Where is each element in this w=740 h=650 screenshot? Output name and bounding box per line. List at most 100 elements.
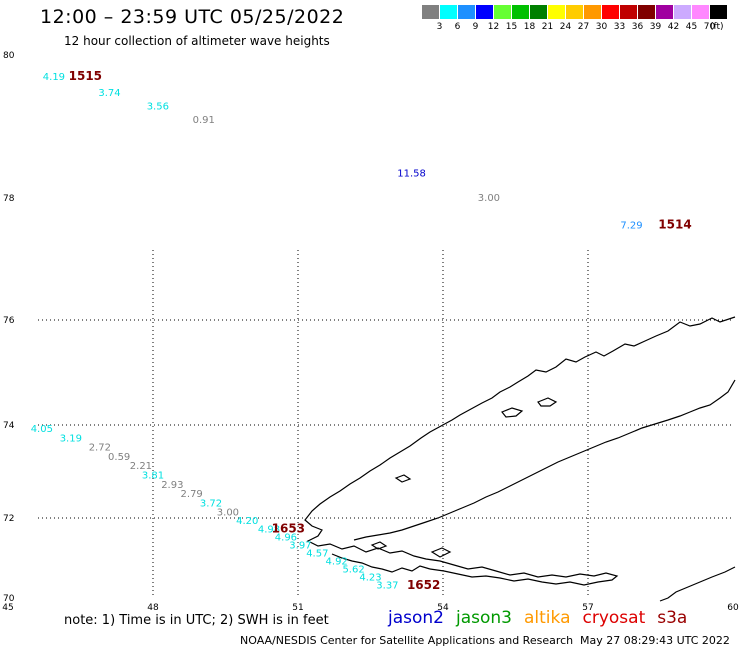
island-3 (394, 474, 412, 483)
wave-height-value: 2.93 (161, 480, 183, 491)
island-2 (537, 397, 558, 407)
scale-label: 36 (631, 22, 644, 32)
longitude-tick-label: 45 (2, 603, 13, 613)
wave-height-value: 4.92 (326, 556, 348, 567)
scale-swatch (494, 5, 511, 19)
longitude-tick-label: 57 (582, 603, 593, 613)
scale-swatch (458, 5, 475, 19)
credit-line: NOAA/NESDIS Center for Satellite Applica… (240, 634, 574, 647)
mission-label-cryosat: cryosat (582, 608, 646, 628)
pass-time-label: 1652 (407, 578, 440, 592)
latitude-tick-label: 70 (3, 594, 15, 604)
pass-time-label: 1514 (658, 218, 691, 232)
scale-label: 3 (436, 22, 443, 32)
wave-height-value: 0.59 (108, 452, 130, 463)
scale-swatch (674, 5, 691, 19)
wave-height-value: 2.79 (181, 489, 203, 500)
wave-height-value: 3.81 (142, 470, 164, 481)
lat-lon-grid: 45 48 51 54 57 60 70 72 74 76 78 80 (2, 51, 739, 613)
scale-label: 39 (649, 22, 662, 32)
wave-height-value: 11.58 (397, 169, 426, 180)
wave-height-value: 4.57 (306, 548, 328, 559)
scale-swatch (638, 5, 655, 19)
scale-swatch (422, 5, 439, 19)
latitude-tick-label: 80 (3, 51, 15, 61)
longitude-tick-label: 60 (727, 603, 739, 613)
latitude-tick-label: 72 (3, 514, 14, 524)
novaya-zemlya-south-coast (331, 553, 431, 573)
wave-height-value: 5.62 (342, 564, 364, 575)
island-5 (370, 541, 388, 550)
scale-swatch (440, 5, 457, 19)
kara-sea-coast (659, 566, 736, 602)
scale-label: 6 (454, 22, 461, 32)
pass-time-label: 1653 (272, 521, 305, 535)
scale-label: 12 (487, 22, 500, 32)
wave-height-value: 4.96 (275, 532, 297, 543)
scale-label: 18 (523, 22, 536, 32)
wave-height-value: 3.72 (200, 498, 222, 509)
novaya-zemlya-north-coast (304, 316, 736, 586)
scale-label: 42 (667, 22, 680, 32)
scale-label: 45 (685, 22, 698, 32)
longitude-tick-label: 48 (147, 603, 159, 613)
wave-height-value: 3.74 (98, 88, 120, 99)
longitude-tick-label: 51 (292, 603, 303, 613)
wave-height-value: 3.19 (60, 433, 82, 444)
pass-time-label: 1515 (69, 69, 102, 83)
wave-height-value: 3.37 (376, 580, 398, 591)
island-1 (501, 407, 524, 418)
scale-label: 9 (472, 22, 479, 32)
scale-label: 21 (541, 22, 554, 32)
generated-timestamp: May 27 08:29:43 UTC 2022 (580, 634, 730, 647)
wave-height-value: 4.05 (31, 424, 53, 435)
scale-label: 15 (505, 22, 518, 32)
mission-label-jason3: jason3 (456, 608, 512, 628)
scale-swatch (692, 5, 709, 19)
scale-swatch (530, 5, 547, 19)
scale-swatch (512, 5, 529, 19)
scale-unit: (ft) (710, 22, 724, 32)
wave-height-value: 4.20 (236, 516, 258, 527)
wave-height-value: 2.21 (130, 461, 152, 472)
wave-height-value: 0.91 (193, 115, 215, 126)
latitude-tick-label: 74 (3, 421, 15, 431)
scale-label: 70 (703, 22, 716, 32)
longitude-tick-label: 54 (437, 603, 449, 613)
scale-swatch (548, 5, 565, 19)
scale-swatch (476, 5, 493, 19)
latitude-tick-label: 78 (3, 194, 15, 204)
wave-height-value: 4.98 (258, 524, 280, 535)
wave-height-value: 3.97 (289, 540, 311, 551)
scale-swatch (584, 5, 601, 19)
scale-label: 30 (595, 22, 608, 32)
altimeter-observations: 4.19 3.74 3.56 0.91 11.58 3.00 7.29 4.05 3.19 2.7… (31, 69, 692, 592)
scale-swatch (620, 5, 637, 19)
wave-height-value: 3.56 (147, 101, 169, 112)
units-note: note: 1) Time is in UTC; 2) SWH is in fe… (64, 613, 329, 628)
wave-height-value: 3.00 (478, 193, 500, 204)
scale-swatch (566, 5, 583, 19)
coastline (304, 316, 736, 602)
island-4 (430, 547, 452, 558)
scale-label: 33 (613, 22, 626, 32)
mission-label-s3a: s3a (657, 608, 688, 628)
map-frame (8, 55, 733, 598)
wave-height-value: 4.23 (359, 572, 381, 583)
scale-swatch (602, 5, 619, 19)
wave-height-value: 2.72 (89, 443, 111, 454)
scale-swatch (656, 5, 673, 19)
scale-label: 27 (577, 22, 590, 32)
map-title: 12:00 – 23:59 UTC 05/25/2022 (40, 6, 345, 28)
mission-label-jason2: jason2 (388, 608, 444, 628)
wave-height-value: 7.29 (620, 221, 642, 232)
scale-label: 24 (559, 22, 572, 32)
wave-height-value: 3.00 (217, 508, 239, 519)
mission-legend: jason2 jason3 altika cryosat s3a (388, 608, 699, 628)
scale-swatch (710, 5, 727, 19)
map-subtitle: 12 hour collection of altimeter wave hei… (64, 34, 330, 48)
wave-height-value: 4.19 (43, 72, 65, 83)
latitude-tick-label: 76 (3, 316, 15, 326)
